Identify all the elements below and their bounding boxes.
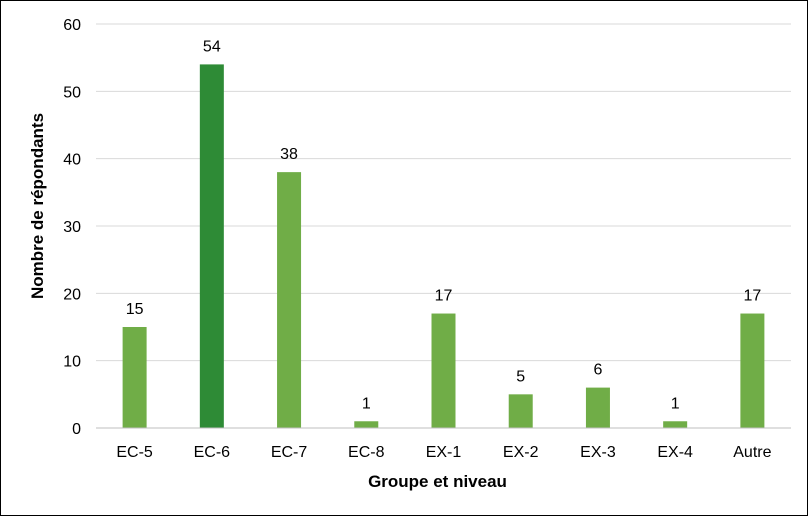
data-label-ec-5: 15 xyxy=(126,301,144,318)
bar-autre xyxy=(740,313,765,428)
data-label-ec-7: 38 xyxy=(280,146,298,163)
y-tick-label: 0 xyxy=(72,421,81,438)
y-tick-label: 50 xyxy=(63,84,81,101)
bar-ec-5 xyxy=(122,327,147,428)
bar-ex-2 xyxy=(508,394,533,428)
y-tick-label: 30 xyxy=(63,219,81,236)
x-tick-label: EC-5 xyxy=(116,444,153,461)
bar-ec-6 xyxy=(199,64,224,429)
x-tick-label: EC-7 xyxy=(271,444,308,461)
data-label-ex-2: 5 xyxy=(516,368,525,385)
y-tick-label: 10 xyxy=(63,354,81,371)
y-axis-ticks: 0 10 20 30 40 50 60 xyxy=(63,17,81,438)
x-tick-label: EC-8 xyxy=(348,444,385,461)
x-tick-label: Autre xyxy=(733,444,771,461)
y-axis-title: Nombre de répondants xyxy=(28,113,47,299)
bar-ec-7 xyxy=(277,172,302,428)
bars xyxy=(122,64,765,429)
x-tick-label: EX-2 xyxy=(503,444,539,461)
y-tick-label: 40 xyxy=(63,152,81,169)
data-label-ec-6: 54 xyxy=(203,38,221,55)
data-label-ex-4: 1 xyxy=(671,395,680,412)
data-labels: 15 54 38 1 17 5 6 1 17 xyxy=(126,38,762,412)
bar-ex-1 xyxy=(431,313,456,428)
y-tick-label: 60 xyxy=(63,17,81,34)
x-tick-label: EX-1 xyxy=(426,444,462,461)
x-axis-title: Groupe et niveau xyxy=(368,472,507,491)
bar-ex-4 xyxy=(663,421,688,428)
data-label-ex-3: 6 xyxy=(593,362,602,379)
data-label-autre: 17 xyxy=(743,288,761,305)
y-tick-label: 20 xyxy=(63,286,81,303)
x-tick-label: EX-4 xyxy=(657,444,693,461)
data-label-ec-8: 1 xyxy=(362,395,371,412)
data-label-ex-1: 17 xyxy=(435,288,453,305)
x-axis-categories: EC-5 EC-6 EC-7 EC-8 EX-1 EX-2 EX-3 EX-4 Autre xyxy=(116,444,771,461)
x-tick-label: EC-6 xyxy=(194,444,231,461)
bar-ec-8 xyxy=(354,421,379,428)
x-tick-label: EX-3 xyxy=(580,444,616,461)
bar-ex-3 xyxy=(585,387,610,428)
